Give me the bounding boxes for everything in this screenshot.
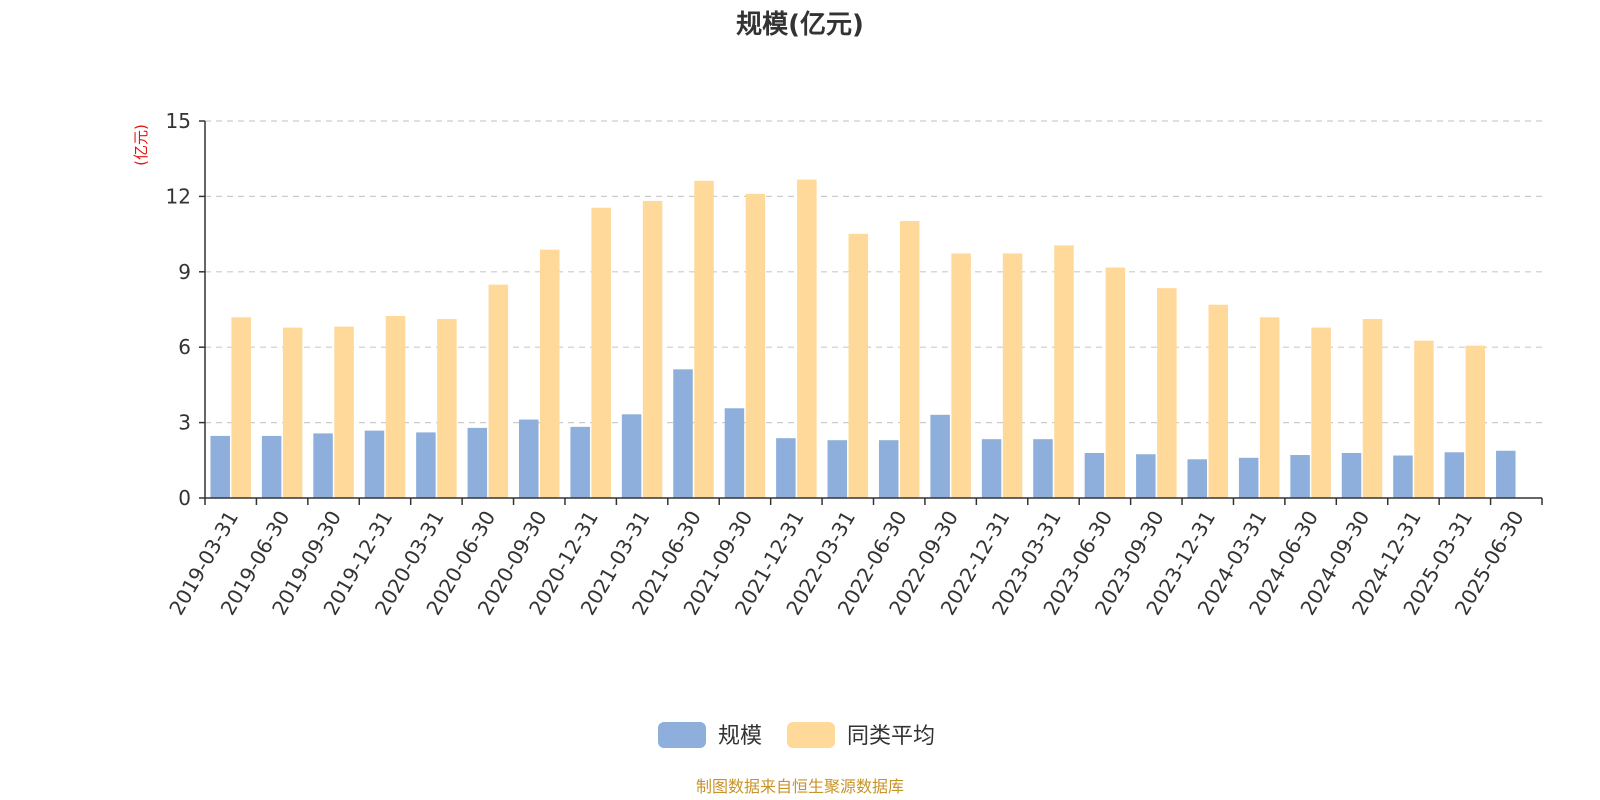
- bar-scale[interactable]: [981, 439, 1002, 498]
- bar-scale[interactable]: [1444, 452, 1465, 498]
- legend-label: 同类平均: [847, 724, 935, 749]
- bar-category-average[interactable]: [1465, 345, 1486, 498]
- bar-category-average[interactable]: [797, 179, 817, 498]
- y-tick-label: 3: [178, 411, 191, 435]
- bar-scale[interactable]: [827, 440, 848, 498]
- bar-category-average[interactable]: [1362, 319, 1383, 498]
- axes: [199, 120, 1543, 505]
- bar-scale[interactable]: [724, 408, 745, 498]
- bar-category-average[interactable]: [1105, 267, 1126, 498]
- bar-category-average[interactable]: [1002, 253, 1023, 498]
- y-axis-unit-label: (亿元): [132, 124, 150, 166]
- bar-category-average[interactable]: [1414, 340, 1434, 498]
- bar-category-average[interactable]: [1054, 245, 1074, 498]
- bar-scale[interactable]: [1084, 453, 1105, 498]
- bar-scale[interactable]: [210, 435, 230, 498]
- bar-scale[interactable]: [1033, 439, 1053, 498]
- bar-category-average[interactable]: [1208, 304, 1229, 498]
- bar-category-average[interactable]: [694, 180, 714, 499]
- bar-category-average[interactable]: [591, 207, 611, 498]
- x-tick-labels: 2019-03-312019-06-302019-09-302019-12-31…: [164, 507, 1528, 620]
- bar-scale[interactable]: [519, 419, 539, 498]
- bar-scale[interactable]: [878, 440, 899, 498]
- bar-scale[interactable]: [1496, 450, 1516, 498]
- bar-scale[interactable]: [930, 414, 950, 498]
- legend-label: 规模: [718, 724, 762, 749]
- chart-title: 规模(亿元): [736, 10, 864, 40]
- bar-category-average[interactable]: [951, 253, 971, 498]
- bar-scale[interactable]: [467, 427, 488, 498]
- y-tick-label: 0: [178, 486, 191, 510]
- bar-scale[interactable]: [313, 433, 333, 498]
- bar-scale[interactable]: [364, 430, 385, 498]
- bar-category-average[interactable]: [334, 326, 354, 498]
- bar-category-average[interactable]: [848, 233, 869, 498]
- bar-scale[interactable]: [1187, 459, 1208, 498]
- bar-scale[interactable]: [1393, 455, 1413, 498]
- bar-scale[interactable]: [1341, 453, 1362, 498]
- y-tick-label: 6: [178, 335, 191, 359]
- bar-category-average[interactable]: [282, 327, 303, 498]
- grid-lines: [205, 120, 1542, 424]
- bar-category-average[interactable]: [1311, 327, 1331, 498]
- bar-scale[interactable]: [673, 369, 693, 498]
- bar-scale[interactable]: [416, 432, 436, 498]
- y-tick-label: 12: [166, 184, 191, 208]
- bar-scale[interactable]: [776, 438, 796, 498]
- bar-category-average[interactable]: [385, 316, 406, 498]
- bar-scale[interactable]: [261, 435, 282, 498]
- bar-scale[interactable]: [570, 426, 590, 498]
- bar-category-average[interactable]: [540, 249, 560, 498]
- bar-scale[interactable]: [1290, 455, 1310, 498]
- bar-category-average[interactable]: [1259, 317, 1280, 498]
- bar-category-average[interactable]: [231, 317, 251, 498]
- bar-category-average[interactable]: [745, 193, 766, 499]
- bar-scale[interactable]: [1136, 454, 1156, 498]
- y-tick-labels: 0 3 6 9 12 15: [166, 109, 191, 510]
- bar-category-average[interactable]: [899, 221, 920, 498]
- legend-item[interactable]: 规模: [658, 722, 762, 749]
- y-tick-label: 15: [166, 109, 191, 133]
- legend-swatch: [787, 722, 835, 748]
- legend-swatch: [658, 722, 706, 748]
- y-tick-label: 9: [178, 260, 191, 284]
- bar-scale[interactable]: [621, 414, 642, 498]
- bar-scale[interactable]: [1238, 457, 1259, 498]
- bar-category-average[interactable]: [642, 200, 663, 498]
- legend-item[interactable]: 同类平均: [787, 722, 935, 749]
- bar-category-average[interactable]: [437, 319, 457, 498]
- legend[interactable]: 规模 同类平均: [658, 722, 935, 749]
- bar-category-average[interactable]: [488, 284, 509, 498]
- bars: [210, 179, 1516, 499]
- data-source-note: 制图数据来自恒生聚源数据库: [696, 777, 904, 796]
- bar-category-average[interactable]: [1157, 288, 1177, 498]
